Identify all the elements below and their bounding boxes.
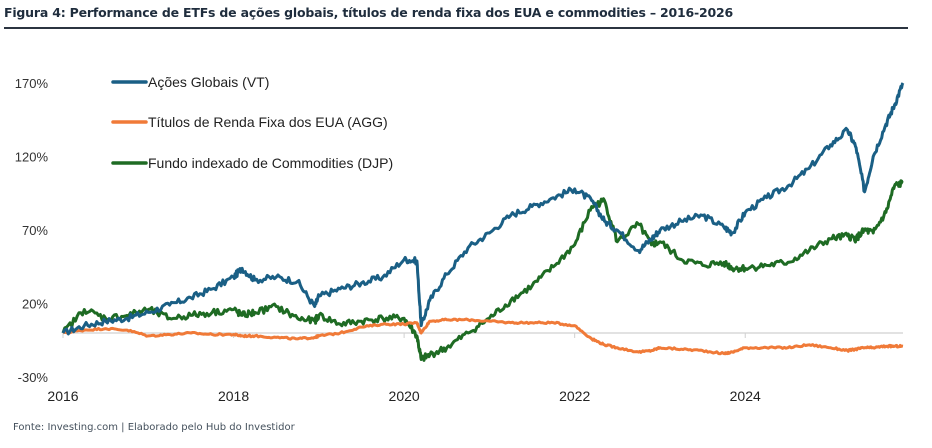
- x-tick-label: 2016: [47, 388, 78, 404]
- x-tick-label: 2018: [218, 388, 249, 404]
- y-axis-ticks: -30% 20% 70% 120% 170%: [15, 76, 49, 385]
- legend-label: Títulos de Renda Fixa dos EUA (AGG): [148, 114, 388, 130]
- x-axis-ticks: 2016 2018 2020 2022 2024: [47, 333, 761, 404]
- series-line-vt: [61, 82, 905, 336]
- series-line-agg: [62, 317, 904, 356]
- x-tick-label: 2020: [389, 388, 420, 404]
- y-tick-label: -30%: [18, 370, 49, 385]
- x-tick-label: 2022: [559, 388, 590, 404]
- x-tick-label: 2024: [730, 388, 761, 404]
- y-tick-label: 20%: [22, 297, 48, 312]
- y-tick-label: 120%: [15, 150, 49, 165]
- series-line-djp: [61, 179, 904, 362]
- chart-title: Figura 4: Performance de ETFs de ações g…: [4, 5, 734, 20]
- legend: Ações Globais (VT) Títulos de Renda Fixa …: [111, 74, 393, 171]
- source-note: Fonte: Investing.com | Elaborado pelo Hu…: [13, 422, 295, 433]
- title-divider: [4, 27, 908, 29]
- y-tick-label: 170%: [15, 76, 49, 91]
- series-lines: [61, 82, 905, 362]
- legend-label: Fundo indexado de Commodities (DJP): [148, 155, 393, 171]
- legend-label: Ações Globais (VT): [148, 74, 269, 90]
- y-tick-label: 70%: [22, 223, 48, 238]
